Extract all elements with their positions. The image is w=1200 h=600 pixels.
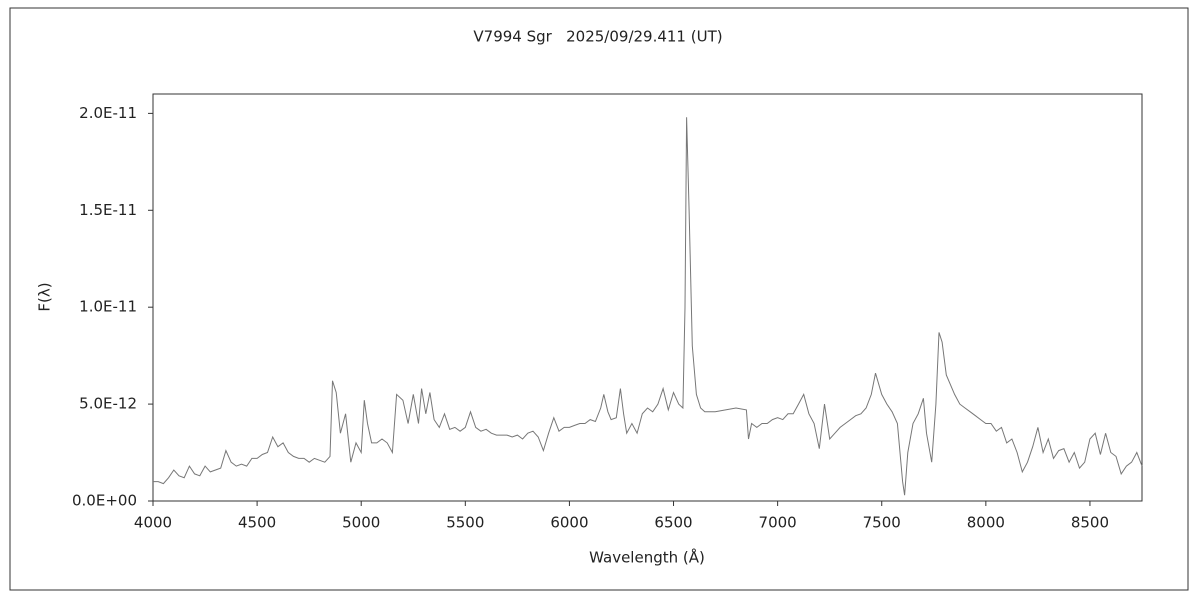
x-tick-label: 6000 <box>550 514 588 532</box>
x-axis-label: Wavelength (Å) <box>589 548 705 567</box>
outer-frame <box>9 7 1189 591</box>
x-tick-label: 6500 <box>654 514 692 532</box>
x-tick-label: 8000 <box>967 514 1005 532</box>
x-tick-label: 7500 <box>863 514 901 532</box>
x-tick-label: 8500 <box>1071 514 1109 532</box>
y-tick-label: 1.0E-11 <box>79 298 137 316</box>
x-tick-label: 5500 <box>446 514 484 532</box>
x-tick-label: 7000 <box>759 514 797 532</box>
plot-frame <box>152 93 1143 502</box>
x-tick-label: 4500 <box>238 514 276 532</box>
y-tick-label: 1.5E-11 <box>79 201 137 219</box>
y-axis-label: F(λ) <box>36 282 54 311</box>
y-tick-label: 5.0E-12 <box>79 395 137 413</box>
y-tick-label: 0.0E+00 <box>72 492 137 510</box>
x-tick-label: 4000 <box>134 514 172 532</box>
y-tick-label: 2.0E-11 <box>79 104 137 122</box>
spectrum-line <box>153 117 1143 496</box>
x-tick-label: 5000 <box>342 514 380 532</box>
chart-title: V7994 Sgr 2025/09/29.411 (UT) <box>473 28 722 46</box>
